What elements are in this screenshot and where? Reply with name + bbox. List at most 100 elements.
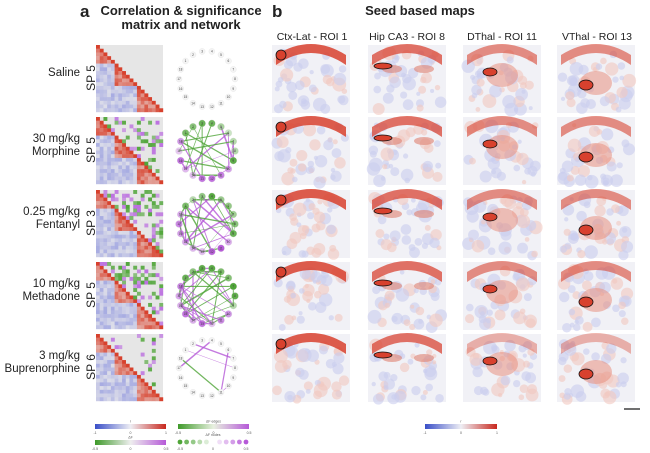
matrix-cell <box>148 245 153 250</box>
matrix-cell <box>129 93 134 98</box>
significance-cell <box>155 273 160 278</box>
node-label: 15 <box>184 95 188 99</box>
matrix-cell <box>103 204 108 209</box>
significance-cell <box>122 269 126 274</box>
matrix-cell <box>114 165 119 170</box>
matrix-cell <box>133 157 138 162</box>
legend-tick: 0 <box>213 431 215 435</box>
matrix-cell <box>96 135 100 140</box>
network-node <box>175 220 183 228</box>
matrix-cell <box>96 345 100 350</box>
node-label: 11 <box>219 101 223 105</box>
matrix-cell <box>122 169 126 174</box>
matrix-cell <box>125 306 130 311</box>
matrix-cell <box>96 356 100 361</box>
node-swatch <box>190 439 196 445</box>
significance-cell <box>140 352 145 357</box>
network-edge <box>184 205 213 252</box>
matrix-cell <box>114 321 119 326</box>
network-edge <box>180 305 222 321</box>
matrix-cell <box>118 85 123 90</box>
significance-cell <box>151 262 156 266</box>
matrix-cell <box>144 97 149 102</box>
matrix-cell <box>103 172 108 177</box>
significance-cell <box>159 212 164 217</box>
title-line-1: Correlation & significance <box>100 3 262 18</box>
matrix-cell <box>140 378 145 383</box>
matrix-cell <box>140 249 145 254</box>
node-label: 6 <box>228 348 230 352</box>
matrix-cell <box>110 71 115 75</box>
significance-cell <box>129 146 134 151</box>
matrix-cell <box>122 397 126 402</box>
node-swatch <box>230 439 236 445</box>
matrix-cell <box>103 280 108 285</box>
node-label: 3 <box>201 122 203 126</box>
matrix-cell <box>99 161 104 166</box>
significance-cell <box>155 120 160 125</box>
node-label: 13 <box>200 105 204 109</box>
matrix-cell <box>103 341 108 346</box>
significance-cell <box>133 288 138 292</box>
matrix-cell <box>96 288 100 292</box>
matrix-cell <box>122 104 126 109</box>
matrix-cell <box>118 253 123 258</box>
matrix-cell <box>118 284 123 289</box>
matrix-cell <box>103 389 108 394</box>
matrix-cell <box>133 245 138 250</box>
matrix-cell <box>125 382 130 387</box>
matrix-cell <box>96 100 100 105</box>
seed-map <box>368 44 447 116</box>
matrix-cell <box>148 169 153 174</box>
network-node <box>208 264 216 273</box>
node-label: 8 <box>234 222 236 226</box>
matrix-cell <box>122 93 126 98</box>
row-label: 30 mg/kg Morphine <box>0 133 80 159</box>
matrix-cell <box>140 393 145 398</box>
matrix-cell <box>103 67 108 72</box>
matrix-cell <box>103 124 108 129</box>
network-edge <box>185 349 236 369</box>
matrix-cell <box>110 74 115 79</box>
matrix-cell <box>118 78 123 83</box>
matrix-cell <box>122 143 126 147</box>
network-node <box>224 129 233 137</box>
matrix-cell <box>136 378 141 383</box>
network-edge <box>220 349 230 393</box>
matrix-cell <box>125 363 130 368</box>
seed-map <box>272 189 350 260</box>
network-node <box>229 282 237 291</box>
sp-label: SP 3 <box>84 210 98 236</box>
matrix-cell <box>103 345 108 350</box>
matrix-cell <box>110 291 115 296</box>
matrix-cell <box>136 242 141 247</box>
matrix-cell <box>114 288 119 292</box>
matrix-cell <box>114 82 119 87</box>
matrix-cell <box>118 172 123 177</box>
matrix-cell <box>151 321 156 326</box>
matrix-cell <box>107 397 112 402</box>
matrix-cell <box>122 97 126 102</box>
significance-cell <box>114 276 119 281</box>
matrix-cell <box>114 314 119 319</box>
matrix-cell <box>114 382 119 387</box>
matrix-cell <box>103 356 108 361</box>
matrix-cell <box>118 108 123 113</box>
network-edge <box>178 126 194 152</box>
matrix-cell <box>114 230 119 235</box>
seed-map <box>463 116 541 185</box>
matrix-cell <box>110 104 115 109</box>
matrix-cell <box>103 161 108 166</box>
matrix-cell <box>129 242 134 247</box>
matrix-cell <box>148 172 153 177</box>
matrix-cell <box>122 314 126 319</box>
significance-cell <box>110 337 115 342</box>
matrix-cell <box>110 131 115 136</box>
matrix-cell <box>118 150 123 155</box>
matrix-cell <box>107 154 112 159</box>
node-label: 14 <box>191 318 195 322</box>
network-node <box>229 210 237 219</box>
matrix-cell <box>99 288 104 292</box>
matrix-cell <box>107 371 112 376</box>
matrix-cell <box>114 108 119 113</box>
